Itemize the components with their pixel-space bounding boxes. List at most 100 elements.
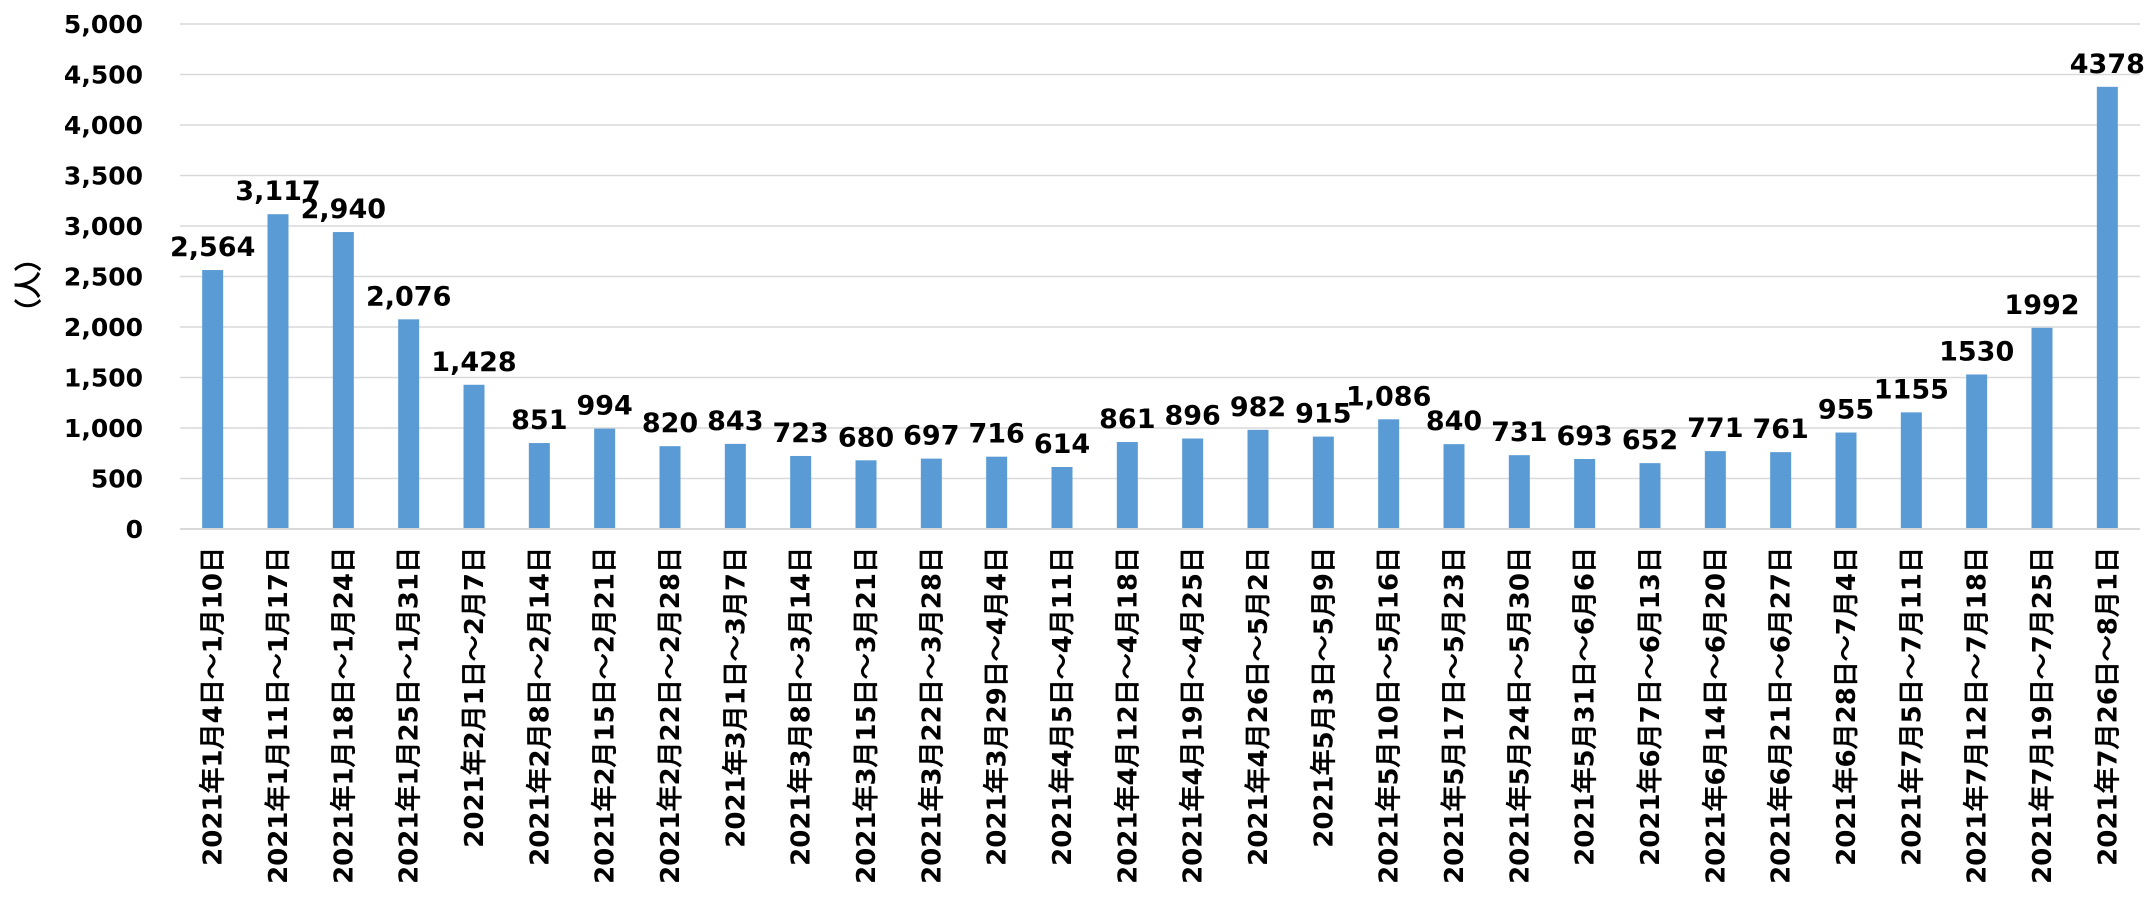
data-label: 1155 xyxy=(1874,374,1949,405)
bar xyxy=(2031,327,2053,529)
bar xyxy=(1770,452,1792,529)
data-label: 840 xyxy=(1426,406,1482,437)
bar xyxy=(1312,436,1334,529)
x-category-label: 2021年7月12日～7月18日 xyxy=(1962,547,1993,884)
data-label: 1992 xyxy=(2004,290,2079,321)
data-label: 731 xyxy=(1491,417,1547,448)
x-category-label: 2021年3月15日～3月21日 xyxy=(851,547,882,884)
bar xyxy=(1182,438,1204,529)
bars xyxy=(202,86,2118,530)
x-category-label: 2021年2月1日～2月7日 xyxy=(459,547,490,848)
data-label: 982 xyxy=(1230,392,1286,423)
x-category-label: 2021年2月15日～2月21日 xyxy=(590,547,621,884)
y-tick-label: 5,000 xyxy=(64,10,143,39)
x-category-label: 2021年4月19日～4月25日 xyxy=(1178,547,1209,884)
x-category-label: 2021年4月26日～5月2日 xyxy=(1243,547,1274,866)
y-tick-label: 4,500 xyxy=(64,61,143,90)
bar xyxy=(1508,455,1530,529)
y-tick-label: 0 xyxy=(126,515,143,544)
x-category-label: 2021年3月1日～3月7日 xyxy=(720,547,751,848)
y-tick-label: 1,000 xyxy=(64,414,143,443)
bar xyxy=(1443,444,1465,529)
x-category-label: 2021年6月28日～7月4日 xyxy=(1831,547,1862,866)
data-label: 1,086 xyxy=(1346,381,1431,412)
bar xyxy=(2096,86,2118,530)
bar xyxy=(1704,451,1726,529)
x-category-label: 2021年4月12日～4月18日 xyxy=(1112,547,1143,884)
x-category-label: 2021年5月31日～6月6日 xyxy=(1570,547,1601,866)
data-label: 861 xyxy=(1099,404,1155,435)
x-category-label: 2021年1月4日～1月10日 xyxy=(198,547,229,866)
x-category-label: 2021年1月25日～1月31日 xyxy=(394,547,425,884)
y-tick-label: 4,000 xyxy=(64,111,143,140)
data-label: 652 xyxy=(1622,425,1678,456)
data-label: 697 xyxy=(903,421,959,452)
x-category-label: 2021年6月14日～6月20日 xyxy=(1700,547,1731,884)
x-category-label: 2021年1月11日～1月17日 xyxy=(263,547,294,884)
x-category-label: 2021年1月18日～1月24日 xyxy=(328,547,359,884)
bar xyxy=(659,446,681,529)
bar xyxy=(463,384,485,529)
bar xyxy=(1900,412,1922,529)
data-label: 896 xyxy=(1164,401,1220,432)
bar xyxy=(202,270,224,529)
bar xyxy=(855,460,877,529)
data-label: 1,428 xyxy=(431,347,516,378)
x-category-label: 2021年7月19日～7月25日 xyxy=(2027,547,2058,884)
bar xyxy=(1639,463,1661,529)
data-label: 771 xyxy=(1687,413,1743,444)
data-label: 1530 xyxy=(1939,336,2014,367)
bar xyxy=(724,443,746,529)
data-label: 915 xyxy=(1295,399,1351,430)
bar xyxy=(1574,459,1596,529)
data-label: 2,940 xyxy=(301,194,386,225)
data-label: 2,564 xyxy=(170,232,255,263)
y-axis-title: （人） xyxy=(14,245,45,326)
data-label: 680 xyxy=(838,422,894,453)
bar xyxy=(1247,429,1269,529)
x-category-label: 2021年4月5日～4月11日 xyxy=(1047,547,1078,866)
data-label: 761 xyxy=(1752,414,1808,445)
bar xyxy=(332,232,354,529)
data-label: 614 xyxy=(1034,429,1090,460)
bar xyxy=(920,458,942,529)
data-label: 4378 xyxy=(2070,49,2145,80)
bar xyxy=(1966,374,1988,529)
bar xyxy=(790,455,812,529)
x-category-label: 2021年2月22日～2月28日 xyxy=(655,547,686,884)
x-category-label: 2021年5月17日～5月23日 xyxy=(1439,547,1470,884)
x-category-label: 2021年3月8日～3月14日 xyxy=(786,547,817,866)
x-category-label: 2021年7月5日～7月11日 xyxy=(1896,547,1927,866)
y-tick-label: 3,000 xyxy=(64,212,143,241)
y-tick-label: 500 xyxy=(91,465,143,494)
x-axis-category-labels: 2021年1月4日～1月10日 2021年1月11日～1月17日 2021年1月18… xyxy=(198,547,2124,884)
x-category-label: 2021年2月8日～2月14日 xyxy=(524,547,555,866)
x-category-label: 2021年3月29日～4月4日 xyxy=(982,547,1013,866)
y-axis-tick-labels: 0 500 1,000 1,500 2,000 2,500 3,000 3,500 4,000 4… xyxy=(64,10,143,544)
data-label: 955 xyxy=(1818,395,1874,426)
data-label: 851 xyxy=(511,405,567,436)
x-category-label: 2021年6月21日～6月27日 xyxy=(1766,547,1797,884)
bar xyxy=(1835,432,1857,529)
bar xyxy=(1378,419,1400,529)
data-label: 843 xyxy=(707,406,763,437)
bar xyxy=(1051,466,1073,529)
x-category-label: 2021年3月22日～3月28日 xyxy=(916,547,947,884)
data-label: 994 xyxy=(576,391,632,422)
bar xyxy=(398,319,420,529)
bar xyxy=(528,443,550,529)
x-category-label: 2021年7月26日～8月1日 xyxy=(2092,547,2123,866)
x-category-label: 2021年6月7日～6月13日 xyxy=(1635,547,1666,866)
bar xyxy=(594,428,616,529)
gridlines xyxy=(180,23,2140,480)
data-label: 820 xyxy=(642,408,698,439)
data-label: 716 xyxy=(968,419,1024,450)
y-tick-label: 2,000 xyxy=(64,313,143,342)
data-label: 723 xyxy=(772,418,828,449)
bar xyxy=(1116,442,1138,529)
bar xyxy=(986,456,1008,529)
data-label: 2,076 xyxy=(366,281,451,312)
